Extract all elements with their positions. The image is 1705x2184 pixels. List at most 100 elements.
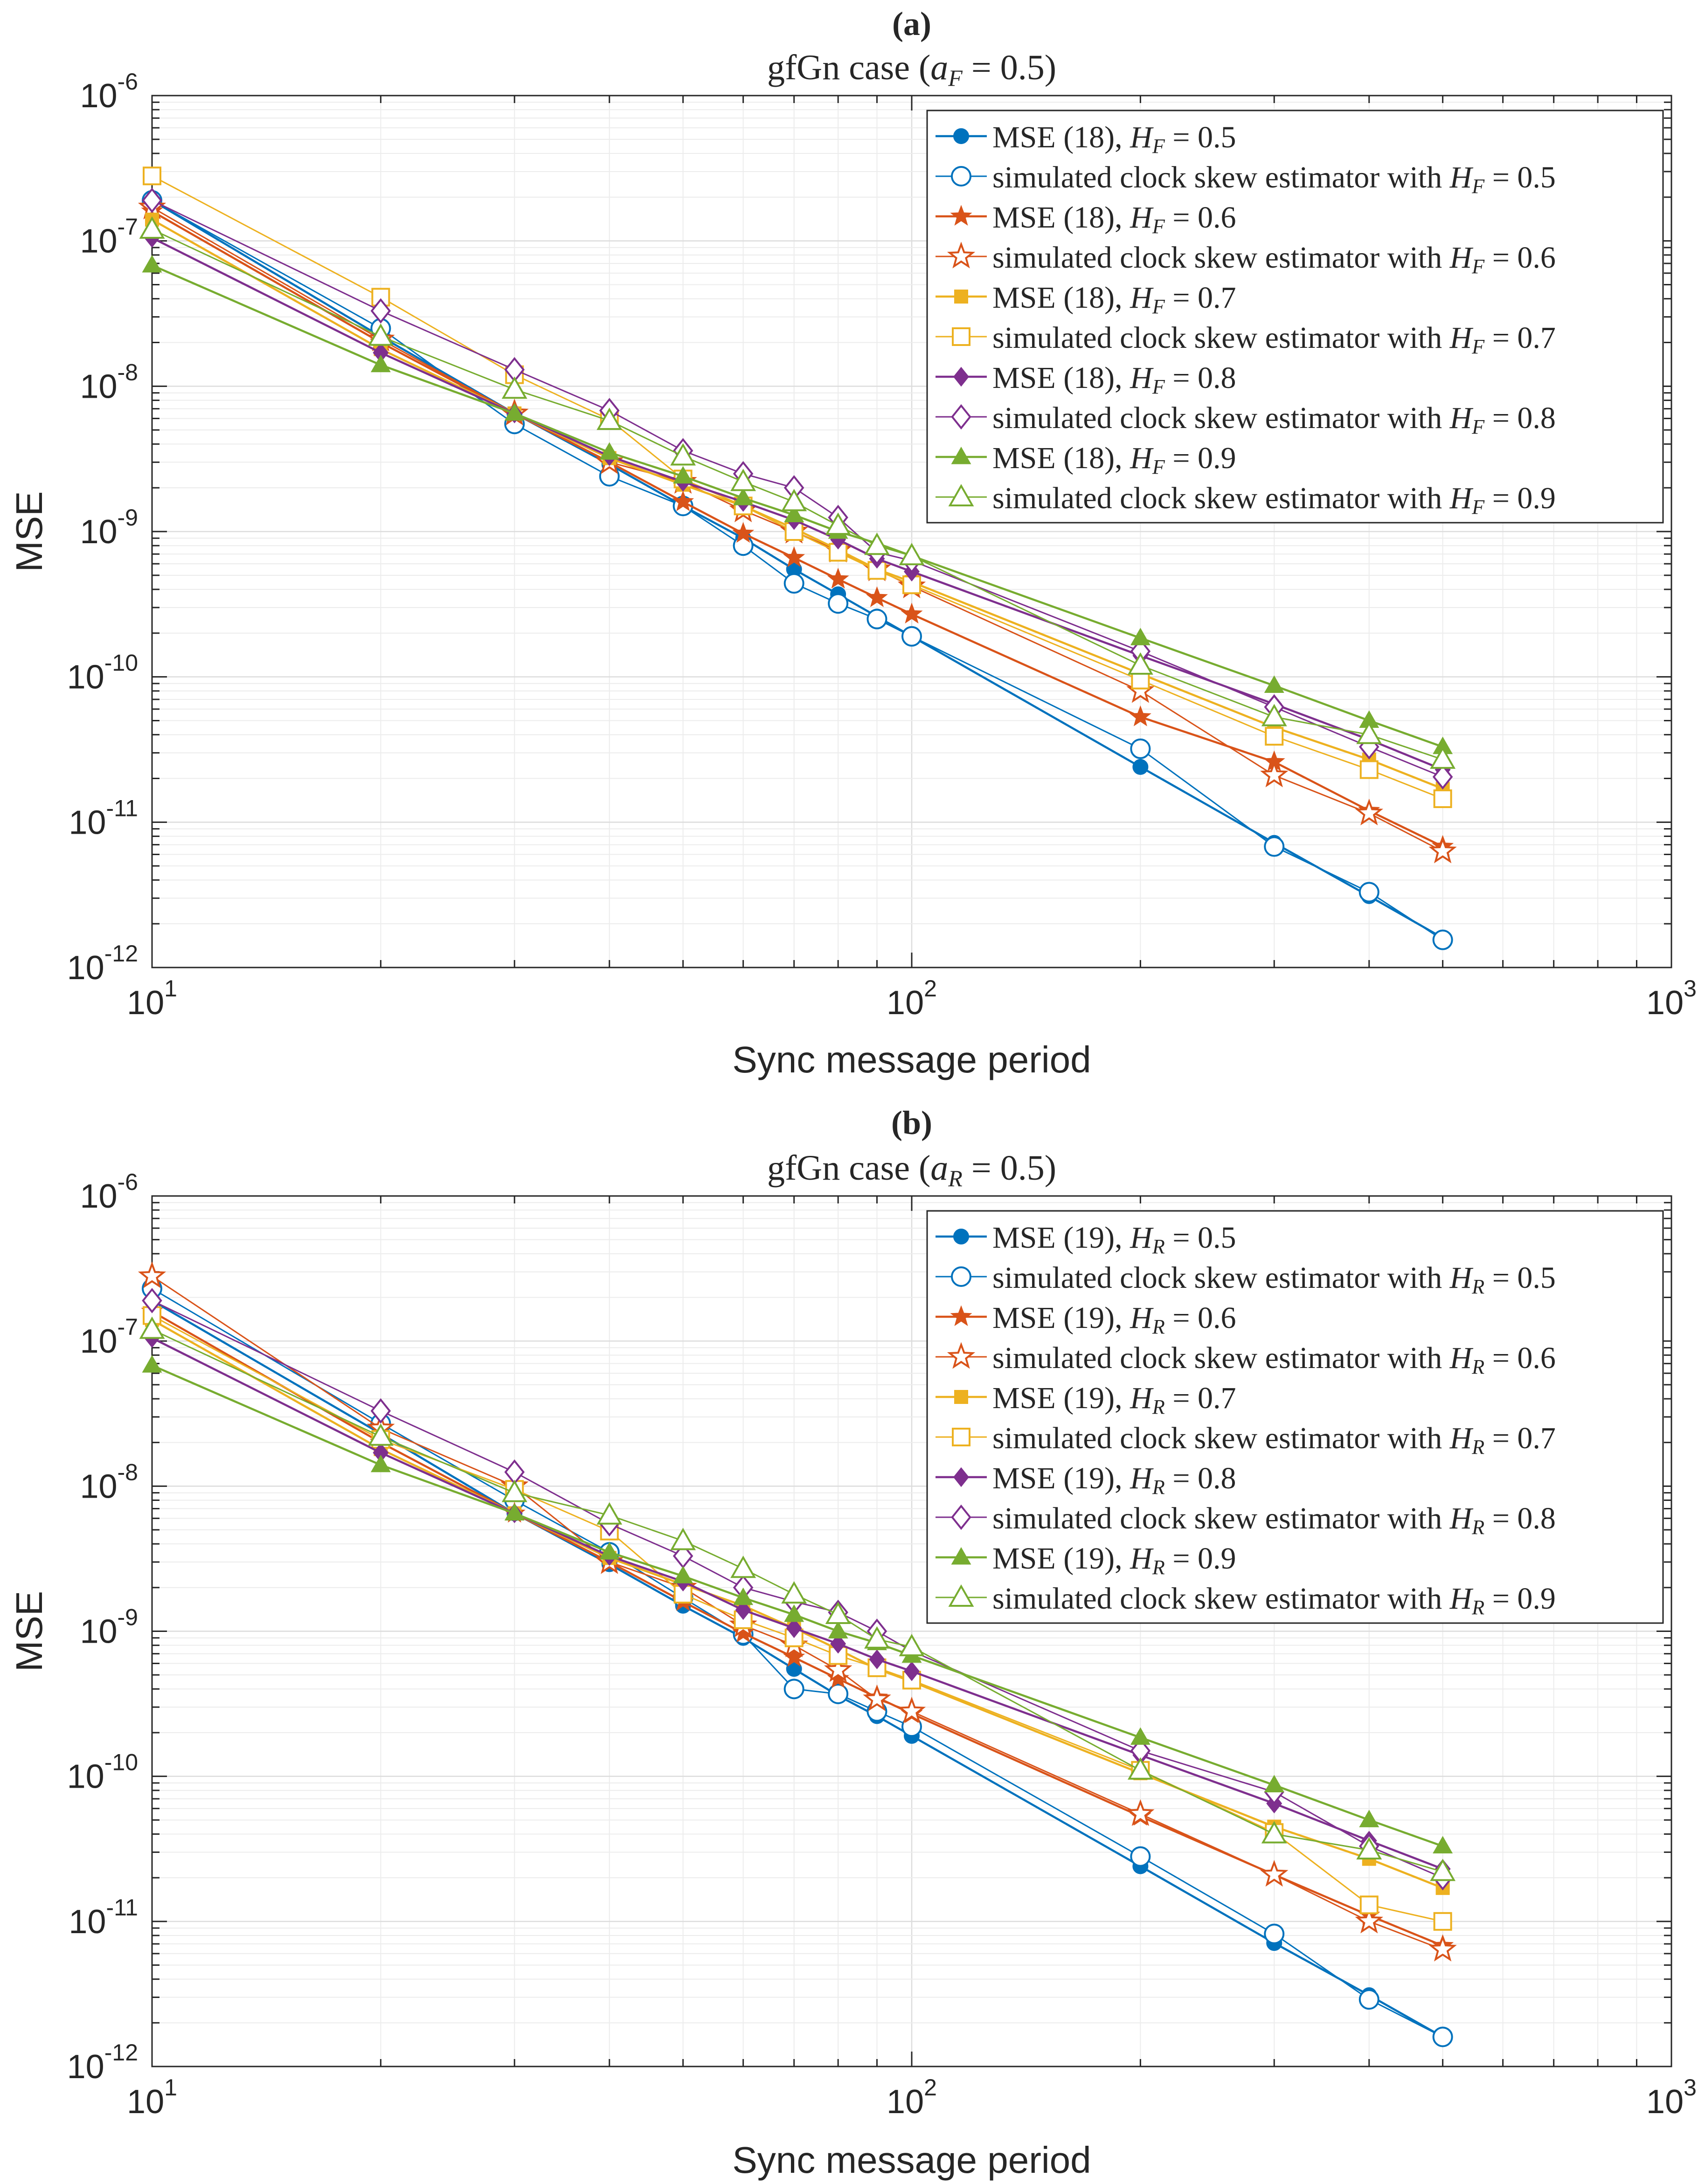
legend-text: simulated clock skew estimator with (992, 160, 1450, 194)
legend-text: simulated clock skew estimator with (992, 1261, 1450, 1295)
data-point (1359, 1895, 1379, 1914)
legend-entry: MSE (19), HR = 0.5 (936, 1221, 1236, 1258)
data-point (672, 490, 694, 511)
data-point (1260, 760, 1289, 788)
legend-symbol: H (1449, 1421, 1474, 1455)
legend-text: simulated clock skew estimator with (992, 1501, 1450, 1535)
legend-marker (954, 1390, 968, 1404)
legend-subscript: R (1471, 1355, 1484, 1378)
legend-symbol: H (1449, 1341, 1474, 1375)
legend-symbol: H (1449, 321, 1474, 355)
data-point (733, 535, 754, 556)
data-point (1428, 836, 1457, 864)
data-point (1127, 652, 1153, 675)
data-point (1432, 929, 1453, 950)
tick-base: 10 (67, 1758, 104, 1796)
legend-marker (952, 1428, 970, 1446)
legend-symbol: H (1130, 361, 1154, 395)
y-tick-label: 10-10 (67, 650, 138, 696)
data-point (673, 1566, 693, 1583)
tick-exponent: -6 (118, 1169, 138, 1195)
legend-entry: MSE (18), HF = 0.8 (936, 361, 1236, 398)
legend-label: simulated clock skew estimator with HF =… (992, 321, 1556, 358)
data-point (864, 1626, 890, 1649)
data-point (1432, 764, 1453, 790)
legend-label: simulated clock skew estimator with HR =… (992, 1501, 1556, 1539)
legend-value: = 0.6 (1165, 200, 1236, 235)
legend-entry: MSE (19), HR = 0.6 (936, 1301, 1236, 1338)
tick-base: 10 (67, 949, 104, 987)
legend-text: MSE (18), (992, 361, 1130, 395)
data-point (866, 608, 887, 629)
tick-exponent: 2 (924, 975, 937, 1002)
legend-value: = 0.9 (1165, 1541, 1236, 1576)
legend-value: = 0.5 (1165, 120, 1236, 154)
tick-base: 10 (80, 368, 117, 405)
data-point (864, 532, 890, 555)
legend-symbol: H (1449, 1582, 1474, 1616)
data-point (142, 187, 162, 213)
data-point (670, 443, 696, 466)
data-point (1261, 1821, 1287, 1844)
title-text: gfGn case ( (767, 48, 930, 87)
data-point (670, 1527, 696, 1550)
title-subscript: R (948, 1165, 963, 1191)
data-point (1358, 1989, 1379, 2010)
data-point (504, 1503, 525, 1521)
data-point (367, 1423, 394, 1446)
data-point (1430, 746, 1456, 769)
legend-label: MSE (18), HF = 0.9 (992, 441, 1236, 478)
data-point (1430, 1859, 1456, 1881)
data-point (142, 255, 162, 273)
chart-panel-0: 101 102 10310-1210-1110-1010-910-810-710-6… (8, 5, 1697, 1080)
x-tick-label: 103 (1646, 2074, 1697, 2121)
chart-title: gfGn case (aR = 0.5) (767, 1148, 1056, 1191)
data-point (781, 489, 807, 511)
series-line (152, 1288, 1443, 2038)
series-line (152, 200, 1443, 940)
data-point (784, 1604, 804, 1622)
legend-marker (950, 1305, 972, 1327)
data-point (901, 602, 923, 624)
series-line (152, 200, 1443, 778)
data-point (370, 298, 391, 324)
legend-symbol: H (1130, 200, 1154, 235)
tick-exponent: -10 (104, 1749, 138, 1776)
data-point (1355, 1907, 1383, 1934)
data-point (1355, 798, 1383, 826)
data-point (1130, 1846, 1151, 1867)
legend-entry: MSE (18), HF = 0.9 (936, 441, 1236, 478)
data-point (1130, 628, 1151, 645)
data-point (596, 1502, 623, 1525)
tick-exponent: 3 (1684, 975, 1697, 1002)
legend-symbol: H (1130, 120, 1154, 154)
tick-exponent: -8 (118, 359, 138, 385)
legend-marker (951, 166, 971, 187)
legend-label: MSE (18), HF = 0.7 (992, 281, 1236, 318)
data-point (599, 442, 620, 460)
data-point (730, 1555, 756, 1578)
legend-entry: MSE (19), HR = 0.9 (936, 1541, 1236, 1579)
data-point (733, 1587, 754, 1605)
data-point (1359, 1810, 1379, 1827)
legend-label: MSE (19), HR = 0.5 (992, 1221, 1236, 1258)
legend-symbol: H (1130, 1461, 1154, 1495)
legend-label: MSE (19), HR = 0.7 (992, 1381, 1236, 1418)
data-point (501, 376, 527, 399)
legend-text: MSE (19), (992, 1381, 1130, 1415)
legend-value: = 0.7 (1484, 1421, 1556, 1455)
legend-marker (953, 1467, 969, 1487)
y-tick-label: 10-11 (69, 795, 138, 841)
legend-subscript: F (1471, 175, 1485, 198)
series-line (152, 1275, 1443, 1950)
legend-entry: simulated clock skew estimator with HF =… (936, 241, 1556, 278)
legend-subscript: R (1471, 1436, 1484, 1458)
legend-label: simulated clock skew estimator with HR =… (992, 1582, 1556, 1619)
tick-base: 10 (127, 984, 164, 1022)
legend-text: simulated clock skew estimator with (992, 481, 1450, 515)
x-tick-label: 103 (1646, 975, 1697, 1022)
data-point (1264, 675, 1284, 693)
legend-value: = 0.7 (1165, 1381, 1236, 1415)
